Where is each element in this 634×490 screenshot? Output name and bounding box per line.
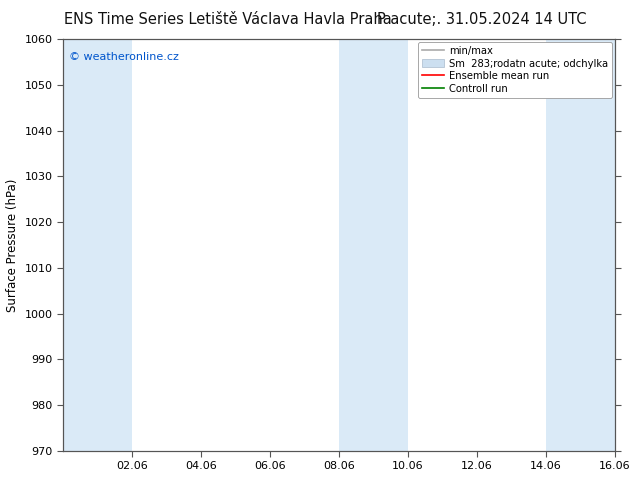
Legend: min/max, Sm  283;rodatn acute; odchylka, Ensemble mean run, Controll run: min/max, Sm 283;rodatn acute; odchylka, … <box>418 42 612 98</box>
Text: ENS Time Series Letiště Václava Havla Praha: ENS Time Series Letiště Václava Havla Pr… <box>65 12 392 27</box>
Bar <box>339 39 408 451</box>
Bar <box>63 39 133 451</box>
Y-axis label: Surface Pressure (hPa): Surface Pressure (hPa) <box>6 178 19 312</box>
Text: © weatheronline.cz: © weatheronline.cz <box>69 51 179 62</box>
Bar <box>546 39 615 451</box>
Text: P acute;. 31.05.2024 14 UTC: P acute;. 31.05.2024 14 UTC <box>377 12 586 27</box>
